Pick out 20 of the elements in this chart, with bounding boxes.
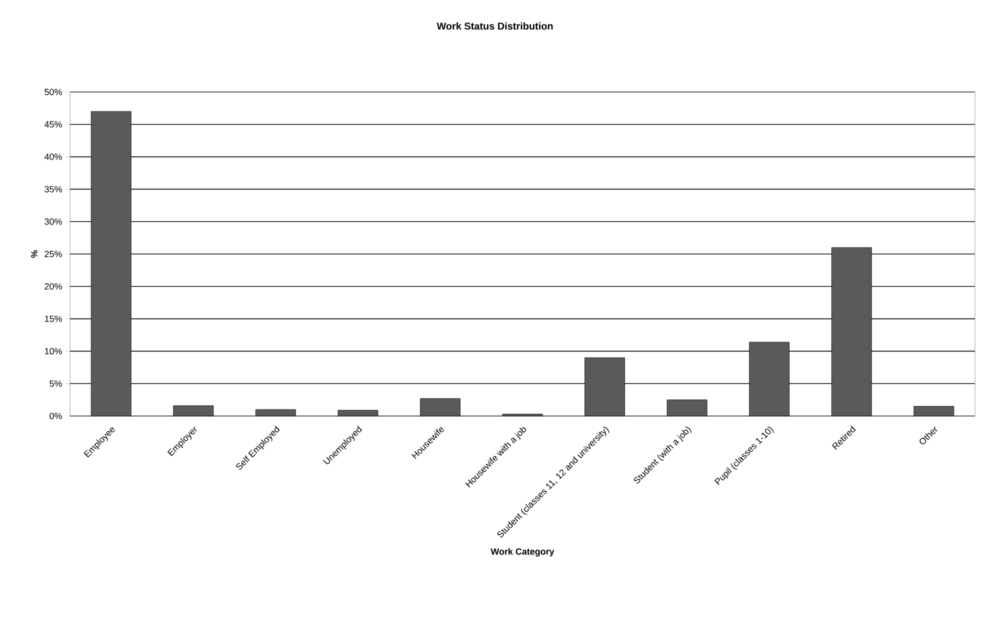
y-tick-label: 40% — [44, 154, 62, 160]
y-tick-label: 30% — [44, 218, 62, 225]
y-tick-label: 5% — [50, 380, 62, 387]
y-tick-label: 0% — [50, 412, 62, 420]
y-tick-label: 25% — [44, 250, 62, 258]
y-tick-label: 10% — [44, 348, 62, 354]
y-tick-label: 20% — [44, 283, 62, 290]
y-tick-label: 35% — [44, 186, 62, 192]
bar — [914, 406, 954, 416]
bar — [173, 405, 214, 416]
y-tick-label: 15% — [44, 316, 62, 322]
y-axis-title: % — [31, 250, 38, 258]
y-tick-label: 50% — [44, 88, 62, 96]
y-tick-label: 45% — [44, 121, 62, 128]
chart-title: Work Status Distribution — [436, 22, 553, 30]
bar — [420, 398, 460, 416]
bar — [255, 409, 296, 416]
x-axis-title: Work Category — [490, 548, 554, 557]
bar — [338, 410, 378, 416]
bar — [666, 400, 708, 416]
